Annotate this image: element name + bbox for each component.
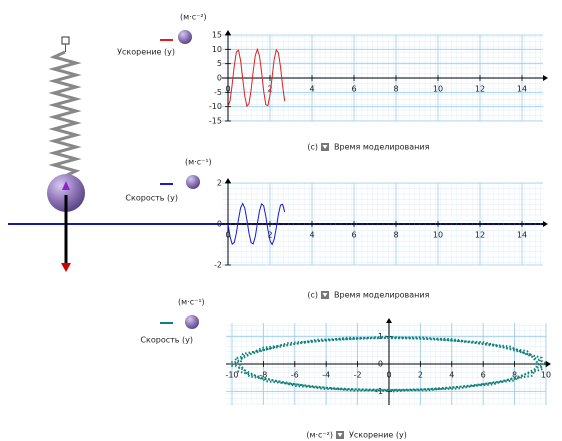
x-tick-label: 14 xyxy=(517,85,527,94)
x-tick-label: 8 xyxy=(393,231,398,240)
y-axis-arrow xyxy=(225,178,231,183)
x-unit: (м·с⁻²) xyxy=(306,431,333,440)
x-tick-label: 8 xyxy=(393,85,398,94)
y-tick-label: 0 xyxy=(217,220,222,229)
x-tick-label: 4 xyxy=(449,371,454,380)
force-arrow-head xyxy=(61,263,71,272)
y-tick-label: 5 xyxy=(217,59,222,68)
x-tick-label: 4 xyxy=(309,231,314,240)
x-tick-label: -10 xyxy=(225,371,238,380)
x-axis-label: Время моделирования xyxy=(334,291,430,300)
selector-arrow xyxy=(337,433,343,437)
y-tick-label: 0 xyxy=(217,74,222,83)
y-axis-arrow xyxy=(386,318,392,323)
x-tick-label: 10 xyxy=(433,85,443,94)
x-axis-label: Ускорение (y) xyxy=(349,431,407,440)
anchor xyxy=(61,36,70,45)
x-axis-arrow xyxy=(543,75,548,81)
x-tick-label: -8 xyxy=(259,371,267,380)
x-tick-label: 10 xyxy=(433,231,443,240)
x-tick-label: 2 xyxy=(418,371,423,380)
legend-toggle[interactable] xyxy=(186,175,200,189)
x-unit: (c) xyxy=(307,143,318,152)
y-tick-label: -5 xyxy=(214,88,222,97)
y-unit: (м·с⁻¹) xyxy=(178,298,205,307)
x-tick-label: -2 xyxy=(354,371,362,380)
x-tick-label: 4 xyxy=(309,85,314,94)
y-tick-label: 1 xyxy=(378,332,383,341)
y-tick-label: 10 xyxy=(212,45,222,54)
x-axis-arrow xyxy=(543,221,548,227)
y-unit: (м·с⁻²) xyxy=(180,13,207,22)
legend-label: Скорость (y) xyxy=(125,194,178,203)
y-tick-label: -10 xyxy=(209,102,222,111)
x-tick-label: 12 xyxy=(475,85,485,94)
y-tick-label: -2 xyxy=(214,261,222,270)
x-tick-label: 12 xyxy=(475,231,485,240)
x-tick-label: 6 xyxy=(481,371,486,380)
mass[interactable] xyxy=(47,174,85,212)
y-axis-arrow xyxy=(225,30,231,35)
x-tick-label: 8 xyxy=(512,371,517,380)
legend-toggle[interactable] xyxy=(178,30,192,44)
x-unit: (c) xyxy=(307,291,318,300)
x-tick-label: -4 xyxy=(322,371,330,380)
y-tick-label: -15 xyxy=(209,117,222,126)
y-tick-label: 2 xyxy=(217,179,222,188)
x-tick-label: 6 xyxy=(351,231,356,240)
series-line xyxy=(227,202,286,246)
x-tick-label: 14 xyxy=(517,231,527,240)
x-tick-label: 6 xyxy=(351,85,356,94)
x-axis-label: Время моделирования xyxy=(334,143,430,152)
series-line xyxy=(227,47,286,108)
legend-label: Скорость (y) xyxy=(140,336,193,345)
y-unit: (м·с⁻¹) xyxy=(185,158,212,167)
spring xyxy=(48,50,82,178)
series-line xyxy=(229,335,549,393)
velocity-arrow xyxy=(62,181,70,190)
selector-arrow xyxy=(322,145,328,149)
x-tick-label: 10 xyxy=(541,371,551,380)
y-tick-label: 15 xyxy=(212,31,222,40)
legend-label: Ускорение (y) xyxy=(117,48,175,57)
selector-arrow xyxy=(322,293,328,297)
x-tick-label: 2 xyxy=(267,231,272,240)
x-tick-label: 2 xyxy=(267,85,272,94)
legend-toggle[interactable] xyxy=(185,315,199,329)
x-tick-label: -6 xyxy=(291,371,299,380)
x-axis-arrow xyxy=(546,361,551,367)
